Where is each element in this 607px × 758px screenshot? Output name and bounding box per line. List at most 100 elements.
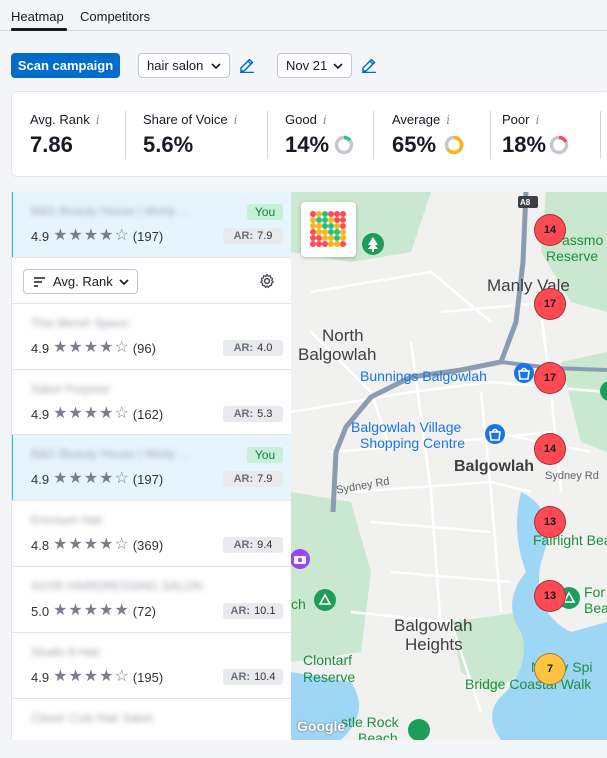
star-filled-icon: ★: [99, 227, 114, 244]
edit-date-icon[interactable]: [361, 57, 377, 73]
avg-rank-badge: AR: 5.3: [223, 406, 283, 422]
you-badge: You: [247, 204, 283, 220]
park-icon: [362, 233, 384, 255]
gear-icon[interactable]: [259, 273, 275, 289]
star-filled-icon: ★: [99, 470, 114, 487]
info-icon[interactable]: i: [535, 113, 540, 127]
map-label-beach: Beach: [358, 730, 398, 740]
tab-competitors[interactable]: Competitors: [80, 9, 151, 24]
metric-label: Poor: [502, 112, 530, 127]
rating-row: 4.9 ★ ★ ★ ★ ☆ (162): [31, 406, 163, 422]
metric-label: Average: [392, 112, 441, 127]
park-icon: [408, 719, 430, 740]
sort-label: Avg. Rank: [53, 274, 113, 289]
rating-row: 4.9 ★ ★ ★ ★ ☆ (197): [31, 228, 163, 244]
competitor-list-item[interactable]: Studio 8 Hair 4.9 ★ ★ ★ ★ ☆ (195) AR: 10.4: [12, 633, 291, 699]
map-label-north: North: [322, 326, 364, 345]
rating-value: 4.9: [31, 228, 50, 244]
keyword-select[interactable]: hair salon: [138, 53, 230, 78]
business-logo: [301, 202, 356, 257]
info-icon[interactable]: i: [95, 113, 100, 127]
rank-pin[interactable]: 14: [534, 433, 566, 465]
divider: [267, 111, 268, 159]
competitor-list-item[interactable]: Salon Purpose 4.9 ★ ★ ★ ★ ☆ (162) AR: 5.3: [12, 370, 291, 435]
metric-label: Share of Voice: [143, 112, 228, 127]
info-icon[interactable]: i: [233, 113, 238, 127]
metric-label: Good: [285, 112, 317, 127]
date-value: Nov 21: [286, 58, 328, 73]
park-icon: [314, 589, 336, 611]
business-name: B&G Beauty House | Worly ...: [31, 447, 189, 461]
chevron-down-icon: [211, 63, 221, 70]
star-filled-icon: ★: [99, 405, 114, 422]
info-icon[interactable]: i: [446, 113, 451, 127]
metric-value: 7.86: [30, 132, 73, 157]
ar-label: AR:: [233, 342, 254, 354]
heatmap-map[interactable]: A8 Manly Vale assmo Reserve North Balgow…: [291, 192, 607, 740]
star-filled-icon: ★: [83, 405, 99, 422]
rank-pin[interactable]: 14: [534, 214, 566, 246]
rating-row: 4.8 ★ ★ ★ ★ ☆ (369): [31, 537, 163, 553]
star-empty-icon: ☆: [114, 470, 129, 487]
camera-icon: [291, 549, 310, 569]
rating-row: 4.9 ★ ★ ★ ★ ☆ (96): [31, 340, 156, 356]
rank-pin[interactable]: 17: [534, 362, 566, 394]
sort-bar: Avg. Rank: [12, 258, 291, 304]
rank-pin[interactable]: 13: [534, 580, 566, 612]
map-label-clontarf: Clontarf: [303, 652, 353, 668]
ar-value: 4.0: [257, 342, 273, 354]
rank-pin[interactable]: 7: [534, 653, 566, 685]
ar-label: AR:: [233, 539, 254, 551]
star-filled-icon: ★: [83, 227, 99, 244]
ar-value: 7.9: [257, 473, 273, 485]
active-tab-indicator: [11, 28, 67, 31]
date-select[interactable]: Nov 21: [277, 53, 352, 78]
edit-keyword-icon[interactable]: [239, 57, 255, 73]
ar-value: 10.4: [254, 671, 276, 683]
business-name: This Mereh Space: [31, 316, 129, 330]
star-filled-icon: ★: [99, 339, 114, 356]
review-count: (369): [132, 537, 164, 553]
competitor-list-item[interactable]: This Mereh Space 4.9 ★ ★ ★ ★ ☆ (96) AR: 4.0: [12, 304, 291, 370]
map-label-coastal-walk: Bridge Coastal Walk: [465, 676, 592, 692]
toolbar: Scan campaign hair salon Nov 21: [0, 52, 607, 78]
keyword-value: hair salon: [147, 58, 204, 73]
ar-label: AR:: [230, 671, 251, 683]
competitor-list-item[interactable]: Ericnium Hair 4.8 ★ ★ ★ ★ ☆ (369) AR: 9.4: [12, 501, 291, 567]
map-label-balgowlah-heights: Balgowlah: [394, 616, 473, 635]
metric-value: 5.6%: [143, 132, 194, 157]
ar-label: AR:: [233, 473, 254, 485]
ar-value: 7.9: [257, 230, 273, 242]
competitor-list-item[interactable]: Clever Cuts Hair Salon: [12, 699, 291, 740]
your-business-card[interactable]: B&G Beauty House | Worly ... You 4.9 ★ ★ ★…: [12, 192, 291, 258]
info-icon[interactable]: i: [322, 113, 327, 127]
sort-select[interactable]: Avg. Rank: [23, 269, 138, 294]
scan-campaign-button[interactable]: Scan campaign: [11, 53, 120, 78]
rating-value: 4.8: [31, 537, 50, 553]
business-name: B&G Beauty House | Worly ...: [31, 204, 189, 218]
star-rating: ★ ★ ★ ★ ☆: [53, 406, 129, 422]
star-filled-icon: ★: [53, 668, 68, 685]
star-filled-icon: ★: [53, 405, 68, 422]
star-filled-icon: ★: [53, 536, 68, 553]
map-label-reserve: Reserve: [546, 248, 599, 264]
rating-value: 4.9: [31, 471, 50, 487]
logo-icon: [310, 211, 346, 247]
shopping-icon: [514, 363, 534, 383]
star-filled-icon: ★: [99, 668, 114, 685]
star-filled-icon: ★: [53, 227, 68, 244]
star-filled-icon: ★: [68, 602, 83, 619]
your-business-list-item[interactable]: B&G Beauty House | Worly ... You 4.9 ★ ★ ★ ★…: [12, 435, 291, 501]
star-filled-icon: ★: [68, 227, 83, 244]
business-name: Clever Cuts Hair Salon: [31, 711, 154, 725]
tab-heatmap[interactable]: Heatmap: [11, 9, 64, 24]
divider: [373, 111, 374, 159]
poor-donut-icon: [549, 135, 569, 155]
good-donut-icon: [334, 135, 354, 155]
competitor-list-item[interactable]: AXXR HAIRDRESSING SALON 5.0 ★ ★ ★ ★ ★ (72) A…: [12, 567, 291, 633]
rank-pin[interactable]: 17: [534, 288, 566, 320]
business-name: Studio 8 Hair: [31, 645, 101, 659]
divider: [125, 111, 126, 159]
rank-pin[interactable]: 13: [534, 506, 566, 538]
ar-value: 10.1: [254, 605, 276, 617]
